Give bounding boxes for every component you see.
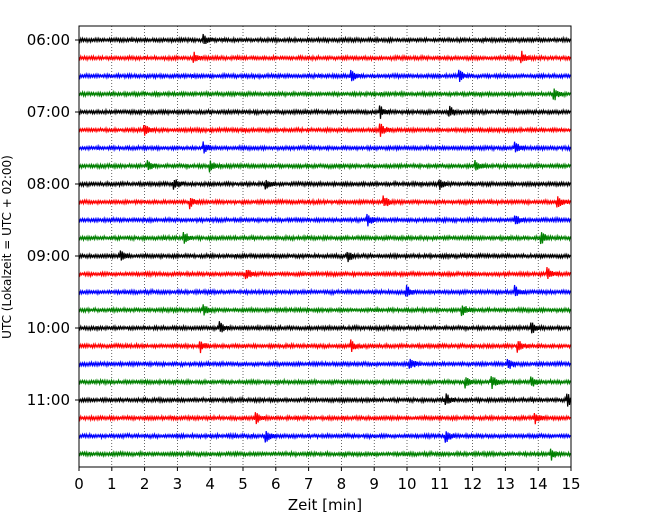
trace-1045 bbox=[78, 376, 571, 390]
trace-0745 bbox=[78, 160, 571, 173]
trace-0900 bbox=[78, 250, 571, 263]
trace-0845 bbox=[78, 232, 571, 245]
trace-0930 bbox=[78, 284, 571, 297]
trace-0945 bbox=[78, 304, 571, 317]
x-tick-label: 7 bbox=[304, 475, 314, 493]
trace-0730 bbox=[78, 141, 571, 154]
x-tick-label: 11 bbox=[430, 475, 449, 493]
trace-1130 bbox=[78, 431, 571, 443]
trace-1000 bbox=[78, 321, 571, 334]
x-tick-label: 3 bbox=[173, 475, 183, 493]
x-tick-label: 2 bbox=[140, 475, 150, 493]
plot-frame bbox=[78, 25, 572, 468]
x-tick-label: 15 bbox=[561, 475, 580, 493]
x-tick-label: 5 bbox=[238, 475, 248, 493]
y-tick-label: 10:00 bbox=[27, 319, 70, 337]
trace-1100 bbox=[78, 393, 571, 407]
trace-0715 bbox=[78, 123, 571, 137]
trace-0700 bbox=[78, 105, 571, 119]
trace-0800 bbox=[78, 179, 571, 191]
x-tick-label: 0 bbox=[74, 475, 84, 493]
trace-1030 bbox=[78, 358, 571, 369]
x-tick-label: 8 bbox=[337, 475, 347, 493]
trace-1145 bbox=[78, 448, 571, 461]
x-tick-label: 4 bbox=[205, 475, 215, 493]
trace-1115 bbox=[78, 412, 571, 425]
x-tick-label: 13 bbox=[496, 475, 515, 493]
trace-group bbox=[78, 33, 571, 461]
trace-0615 bbox=[78, 50, 571, 64]
y-tick-label: 07:00 bbox=[27, 103, 70, 121]
y-tick-label: 06:00 bbox=[27, 31, 70, 49]
x-tick-label: 9 bbox=[369, 475, 379, 493]
trace-0830 bbox=[78, 213, 571, 227]
x-tick-label: 12 bbox=[463, 475, 482, 493]
y-tick-label: 11:00 bbox=[27, 391, 70, 409]
x-tick-label: 14 bbox=[529, 475, 548, 493]
x-tick-label: 1 bbox=[107, 475, 117, 493]
trace-0645 bbox=[78, 88, 571, 101]
y-axis-label: UTC (Lokalzeit = UTC + 02:00) bbox=[0, 155, 14, 339]
x-tick-label: 6 bbox=[271, 475, 281, 493]
x-axis-label: Zeit [min] bbox=[288, 496, 362, 514]
x-tick-label: 10 bbox=[397, 475, 416, 493]
trace-0815 bbox=[78, 195, 571, 210]
trace-0630 bbox=[78, 69, 571, 82]
y-axis: 06:00 07:00 08:00 09:00 10:00 11:00 bbox=[27, 31, 79, 409]
trace-0600 bbox=[78, 33, 571, 45]
trace-0915 bbox=[78, 267, 571, 280]
y-tick-label: 09:00 bbox=[27, 247, 70, 265]
x-axis: 0 1 2 3 4 5 6 7 8 9 10 11 12 13 14 15 bbox=[74, 467, 581, 493]
y-tick-label: 08:00 bbox=[27, 175, 70, 193]
trace-1015 bbox=[78, 339, 571, 354]
